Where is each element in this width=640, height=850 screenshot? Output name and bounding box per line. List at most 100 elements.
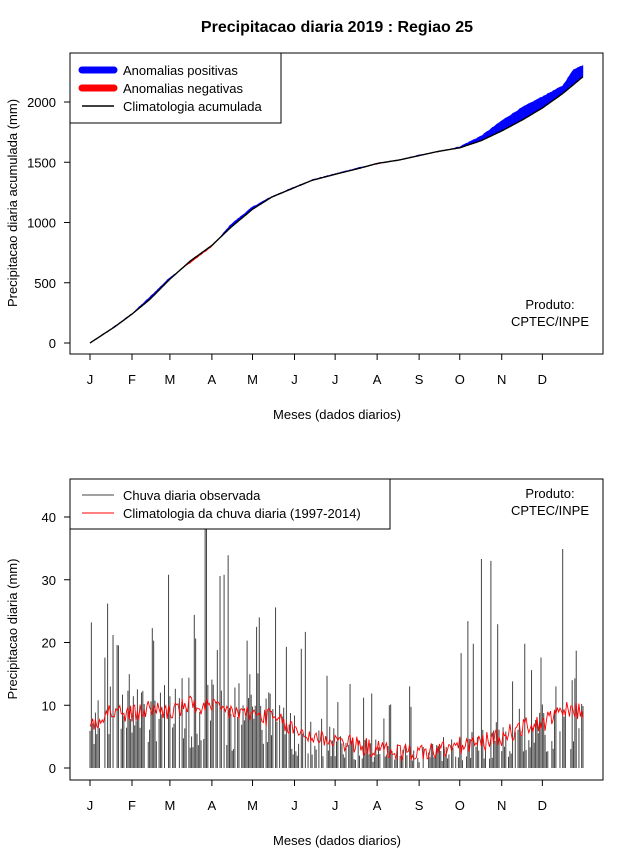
anomaly-band — [523, 105, 525, 120]
anomaly-band — [539, 97, 542, 110]
climatology-line — [89, 76, 584, 344]
legend-label-positive: Anomalias positivas — [123, 63, 238, 78]
anomaly-band — [516, 109, 519, 124]
anomaly-band — [569, 72, 572, 89]
x-tick-label: A — [373, 798, 382, 813]
anomaly-band — [573, 68, 576, 85]
anomaly-band — [501, 119, 504, 132]
y-tick-label: 0 — [49, 336, 56, 351]
anomaly-band — [566, 77, 569, 91]
anomaly-band — [567, 75, 570, 90]
product-label: Produto: — [525, 297, 574, 312]
anomaly-band — [571, 69, 574, 87]
x-tick-label: S — [415, 372, 424, 387]
legend: Anomalias positivas Anomalias negativas … — [69, 52, 282, 124]
anomaly-band — [581, 65, 584, 79]
anomaly-band — [512, 112, 515, 126]
y-tick-label: 30 — [42, 573, 56, 588]
anomaly-band — [511, 112, 513, 127]
anomaly-band — [580, 65, 582, 80]
anomaly-band — [570, 70, 573, 88]
anomaly-band — [504, 117, 506, 130]
legend-label-negative: Anomalias negativas — [123, 81, 243, 96]
cumulative-panel: 0 500 1000 1500 2000 J F M A M J J A S O N D Meses (dad… — [5, 52, 604, 422]
x-tick-label: A — [208, 372, 217, 387]
x-tick-label: A — [208, 798, 217, 813]
legend-box — [69, 478, 391, 530]
x-tick-label: J — [291, 798, 298, 813]
anomaly-band — [538, 97, 540, 111]
x-tick-label: N — [497, 372, 506, 387]
legend-label-climatology: Climatologia da chuva diaria (1997-2014) — [123, 506, 361, 521]
anomaly-band — [517, 108, 520, 123]
anomaly-band — [524, 104, 527, 119]
anomaly-band — [509, 114, 512, 127]
x-tick-label: J — [291, 372, 298, 387]
y-tick-label: 1000 — [27, 216, 56, 231]
x-tick-label: J — [87, 372, 94, 387]
x-axis-label: Meses (dados diarios) — [273, 407, 401, 422]
product-source: CPTEC/INPE — [511, 314, 589, 329]
anomaly-band — [578, 66, 581, 81]
y-tick-label: 0 — [49, 761, 56, 776]
x-tick-label: D — [538, 372, 547, 387]
anomaly-band — [500, 120, 502, 132]
anomaly-band — [543, 95, 546, 108]
anomaly-band — [529, 101, 532, 116]
anomaly-band — [519, 107, 521, 122]
product-label: Produto: — [525, 486, 574, 501]
y-tick-label: 20 — [42, 636, 56, 651]
x-tick-label: J — [332, 798, 339, 813]
x-tick-label: O — [455, 372, 465, 387]
chart-title: Precipitacao diaria 2019 : Regiao 25 — [201, 19, 473, 36]
anomaly-band — [513, 111, 516, 125]
x-tick-label: D — [538, 798, 547, 813]
daily-panel: 0 10 20 30 40 J F M A M J J A S O N D Meses (dados diar… — [5, 478, 604, 848]
legend: Chuva diaria observada Climatologia da c… — [69, 478, 391, 530]
legend-label-climatology: Climatologia acumulada — [123, 99, 263, 114]
anomaly-band — [525, 103, 528, 119]
anomaly-band — [496, 123, 498, 134]
y-axis-label: Precipitacao diaria acumulada (mm) — [5, 99, 20, 307]
y-axis-label: Precipitacao diaria (mm) — [5, 559, 20, 700]
anomaly-band — [502, 118, 505, 131]
y-tick-label: 10 — [42, 698, 56, 713]
x-tick-label: F — [128, 372, 136, 387]
anomaly-band — [508, 115, 511, 128]
anomaly-band — [542, 95, 544, 109]
anomaly-band — [534, 100, 536, 114]
x-tick-label: O — [455, 798, 465, 813]
x-tick-label: M — [164, 798, 175, 813]
anomaly-band — [532, 100, 535, 114]
anomaly-band — [540, 96, 543, 110]
legend-label-observed: Chuva diaria observada — [123, 488, 261, 503]
anomaly-band — [574, 68, 577, 84]
y-tick-label: 40 — [42, 510, 56, 525]
anomaly-band — [497, 122, 500, 134]
x-tick-label: M — [164, 372, 175, 387]
anomaly-band — [535, 98, 538, 113]
y-tick-label: 2000 — [27, 95, 56, 110]
x-tick-label: S — [415, 798, 424, 813]
product-source: CPTEC/INPE — [511, 503, 589, 518]
x-tick-label: M — [247, 798, 258, 813]
x-tick-label: J — [87, 798, 94, 813]
anomaly-band — [515, 110, 517, 125]
anomaly-band — [546, 92, 548, 106]
anomaly-band — [493, 125, 496, 136]
anomaly-band — [494, 123, 497, 135]
x-tick-label: A — [373, 372, 382, 387]
anomaly-band — [531, 101, 534, 115]
climatology-daily-line — [89, 695, 584, 762]
anomaly-band — [576, 67, 578, 83]
anomaly-band — [528, 102, 531, 117]
anomaly-band — [536, 98, 539, 112]
y-tick-label: 500 — [34, 276, 56, 291]
anomaly-band — [520, 107, 523, 122]
x-tick-label: N — [497, 798, 506, 813]
y-tick-label: 1500 — [27, 155, 56, 170]
anomaly-band — [506, 116, 509, 129]
anomaly-band — [505, 116, 508, 130]
x-tick-label: J — [332, 372, 339, 387]
